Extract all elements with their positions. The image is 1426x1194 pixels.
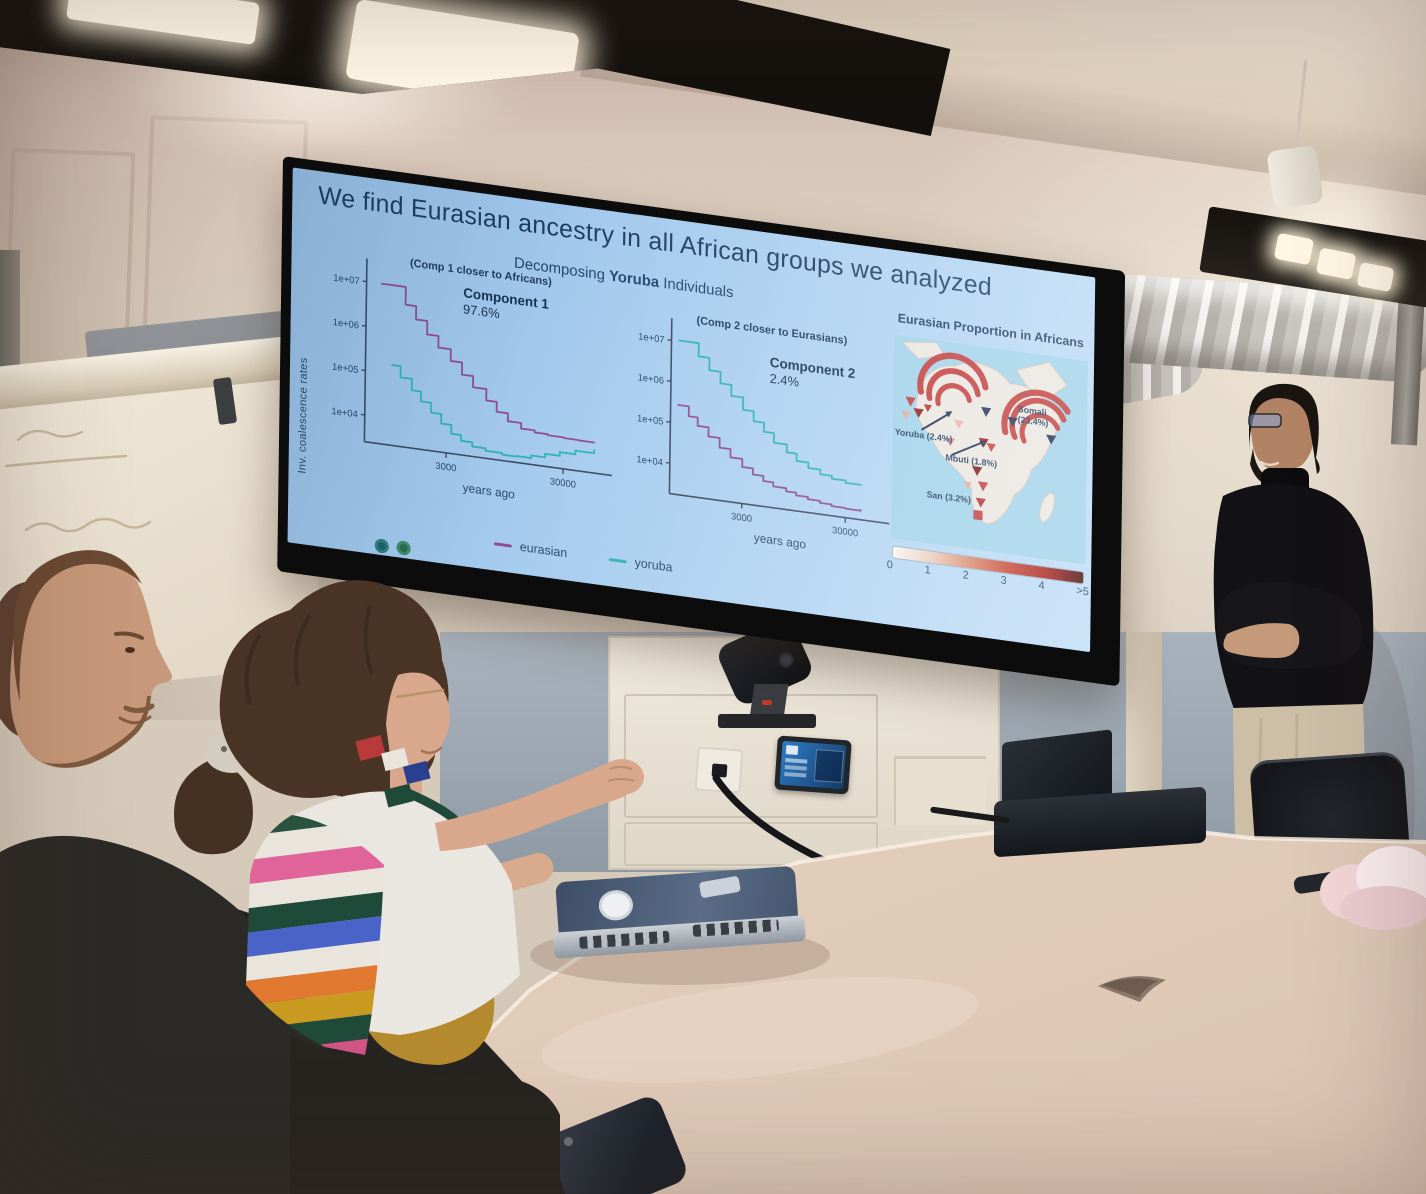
- colorbar-tick: 0: [886, 558, 893, 572]
- seated-man-mustache: [123, 703, 155, 714]
- led-spot-icon: [1316, 247, 1357, 280]
- map-label-somali-pct: (23.4%): [1018, 414, 1049, 428]
- presentation-screen: We find Eurasian ancestry in all African…: [277, 156, 1126, 687]
- svg-text:1e+07: 1e+07: [638, 331, 665, 346]
- room-control-touch-panel: [774, 735, 852, 795]
- woman-ponytail: [174, 760, 253, 855]
- scrunchie-dot: [221, 746, 227, 752]
- camera-status-led: [762, 700, 772, 705]
- video-camera: [712, 616, 828, 730]
- vest-neck-trim: [403, 788, 459, 824]
- touch-panel-screen: [779, 740, 847, 790]
- eurasian-line-swatch: [493, 542, 512, 548]
- svg-text:3000: 3000: [731, 511, 752, 525]
- seated-man-face: [10, 556, 172, 769]
- outlet-plug: [711, 763, 728, 778]
- led-spot-icon: [1273, 232, 1315, 266]
- presenter-glasses-icon: [1248, 413, 1282, 428]
- pink-cloth: [1320, 846, 1426, 942]
- colorbar-tick: >5: [1076, 584, 1089, 599]
- colorbar-tick: 2: [962, 569, 969, 582]
- woman-hand-fist: [600, 759, 644, 795]
- label-arrows: [920, 411, 987, 456]
- fist-finger-lines: [607, 766, 635, 782]
- slide: We find Eurasian ancestry in all African…: [287, 167, 1096, 653]
- svg-text:1e+07: 1e+07: [333, 273, 360, 288]
- svg-text:years ago: years ago: [463, 480, 516, 501]
- sample-markers: [901, 396, 1057, 521]
- vest-shoulder-patches: [355, 735, 431, 808]
- colorbar-tick: 3: [1000, 574, 1007, 588]
- pendant-canopy: [1266, 144, 1324, 210]
- cloth-fold: [1340, 886, 1426, 930]
- wall-outlet: [694, 746, 744, 794]
- camera-lens-icon: [778, 652, 794, 668]
- woman-chair-dark: [290, 1035, 560, 1194]
- camera-plate: [718, 714, 816, 728]
- map-arabia-land: [1015, 361, 1068, 400]
- presenter-face: [1251, 385, 1315, 472]
- svg-text:1e+06: 1e+06: [333, 317, 360, 332]
- led-panel-icon: [66, 0, 260, 46]
- led-spot-icon: [1356, 262, 1395, 293]
- touch-panel-ui-tile: [784, 765, 807, 771]
- presenter-hair: [1249, 383, 1320, 474]
- svg-text:(Comp 2 closer to Eurasians): (Comp 2 closer to Eurasians): [696, 315, 847, 348]
- svg-text:1e+05: 1e+05: [332, 361, 359, 376]
- woman-raised-arm: [435, 760, 638, 851]
- woman-smile: [420, 746, 443, 755]
- woman-glasses-icon: [395, 688, 445, 699]
- svg-text:1e+05: 1e+05: [637, 413, 664, 428]
- touch-panel-ui-tile: [785, 745, 799, 755]
- subtitle-suffix: Individuals: [659, 274, 734, 302]
- svg-text:1e+04: 1e+04: [331, 406, 358, 421]
- svg-text:1e+04: 1e+04: [636, 454, 663, 469]
- svg-text:2.4%: 2.4%: [770, 371, 800, 390]
- svg-text:30000: 30000: [832, 525, 858, 540]
- africa-map: Yoruba (2.4%) Somali (23.4%) Mbuti (1.8%…: [891, 334, 1089, 565]
- map-label-somali: Somali: [1018, 404, 1047, 418]
- seated-man-eye: [125, 647, 135, 653]
- migration-arcs-northwest: [917, 352, 989, 407]
- svg-text:years ago: years ago: [754, 530, 807, 551]
- seated-man-smile: [118, 715, 152, 725]
- presenter-smile: [1259, 460, 1280, 466]
- colorbar-tick: 4: [1038, 579, 1045, 593]
- touch-panel-ui-tile: [785, 758, 808, 764]
- svg-text:1e+06: 1e+06: [638, 372, 665, 387]
- seated-woman-person: [174, 580, 644, 1194]
- svg-text:97.6%: 97.6%: [463, 301, 500, 321]
- woman-hair-curl: [244, 604, 374, 706]
- colorbar-tick: 1: [924, 563, 931, 577]
- svg-text:3000: 3000: [435, 461, 456, 475]
- coalescence-chart-component2: 1e+07 1e+06 1e+05 1e+04 3000 30000 years ago (C…: [636, 315, 890, 552]
- presenter-rolled-sleeve-forearm: [1223, 623, 1300, 658]
- svg-text:30000: 30000: [550, 476, 576, 491]
- touch-panel-ui-tile: [813, 749, 845, 784]
- touch-panel-ui-tile: [784, 772, 807, 778]
- seated-man-brow: [114, 631, 144, 640]
- map-madagascar: [1039, 492, 1056, 523]
- y-axis-label: Inv. coalescence rates: [296, 356, 310, 475]
